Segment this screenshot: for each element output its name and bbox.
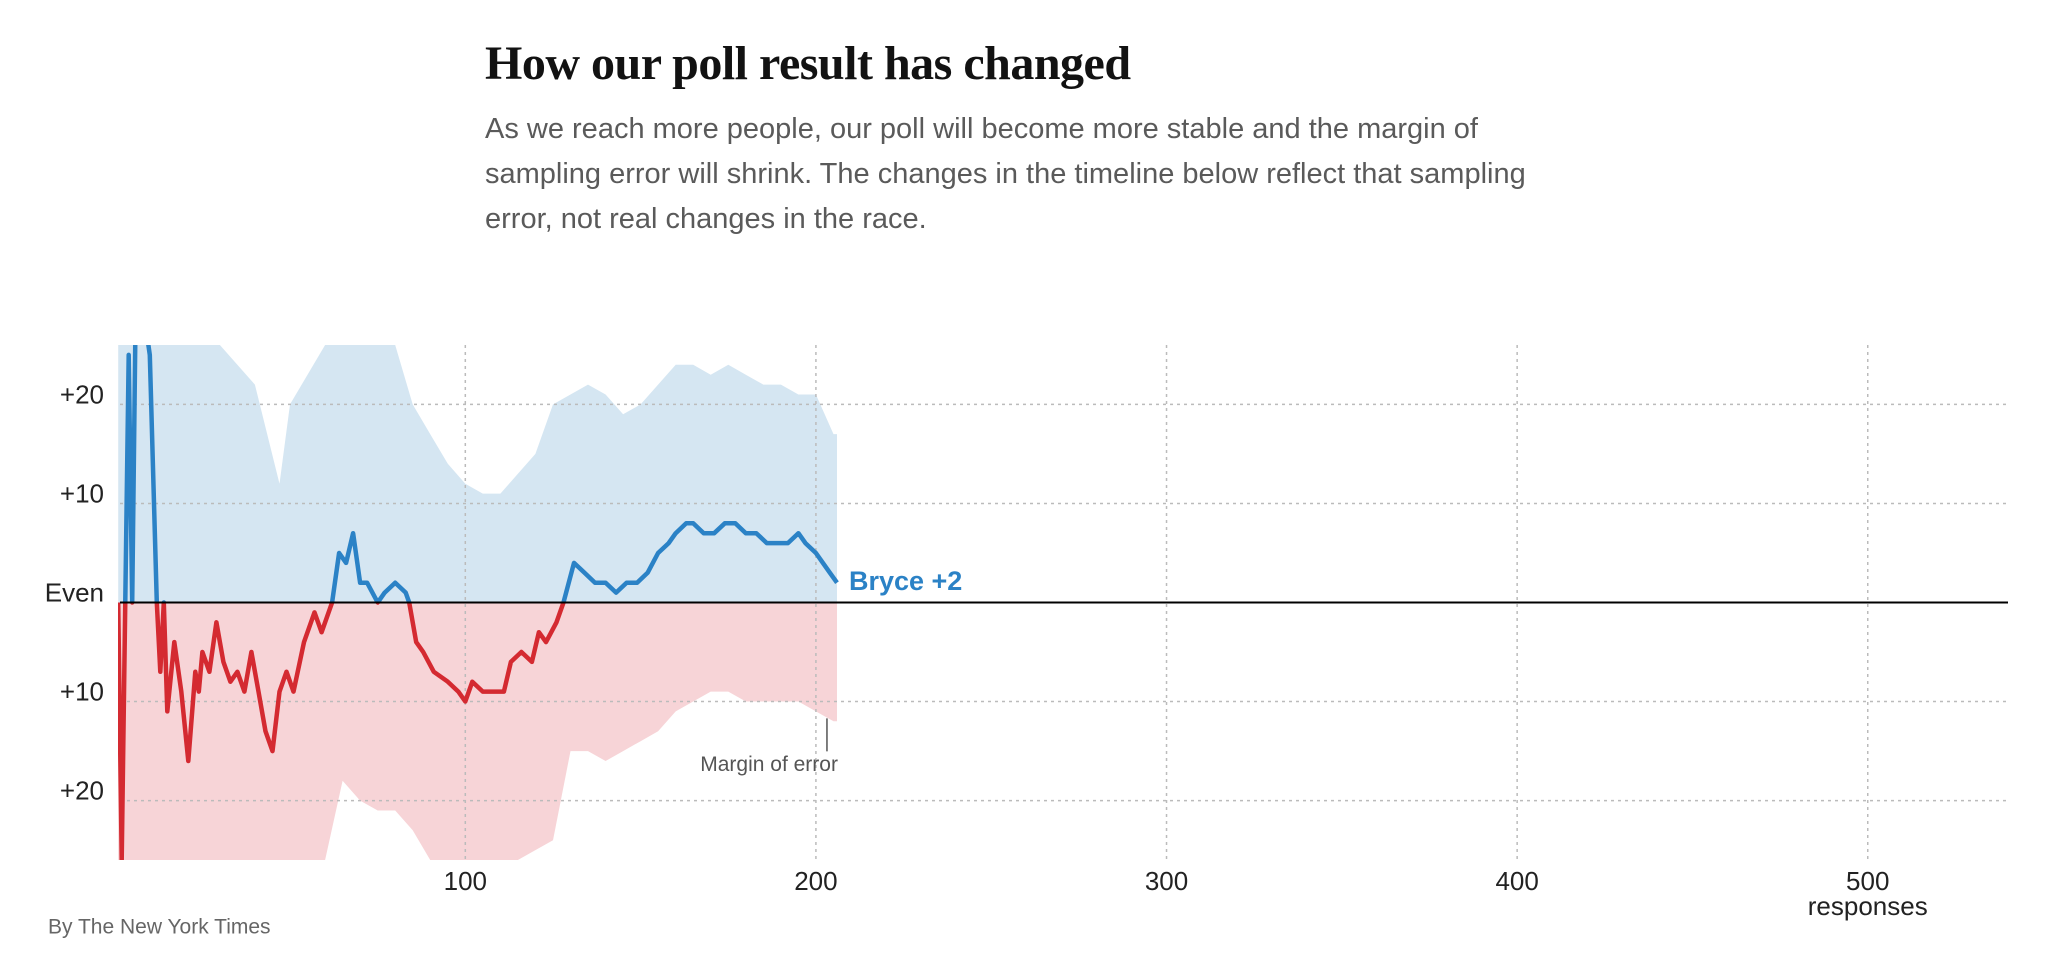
margin-band [118, 345, 837, 603]
y-tick-label: +20 [60, 775, 104, 805]
x-tick-label: 300 [1145, 866, 1188, 896]
x-tick-label: 400 [1495, 866, 1538, 896]
x-tick-label: 200 [794, 866, 837, 896]
text-layer: +20 +10 Even +10 +20 100 200 300 400 500responses… [45, 379, 2008, 939]
grid-layer [120, 345, 2008, 860]
end-label: Bryce +2 [849, 566, 962, 596]
y-tick-label: +20 [60, 379, 104, 409]
margin-line [118, 345, 839, 603]
annotation: Margin of error [700, 753, 838, 776]
x-axis-label: responses [1808, 891, 1928, 921]
header: How our poll result has changed As we re… [485, 36, 1595, 242]
chart-title: How our poll result has changed [485, 37, 1131, 90]
x-tick-label: 500 [1846, 866, 1889, 896]
line-below [118, 602, 566, 860]
source: By The New York Times [48, 916, 271, 939]
band-above [118, 345, 837, 603]
y-tick-label: +10 [60, 478, 104, 508]
y-tick-label: Even [45, 577, 104, 607]
line-above [118, 345, 839, 603]
line-layer [118, 345, 839, 860]
x-tick-label: 100 [444, 866, 487, 896]
margin-line [118, 602, 566, 860]
y-tick-label: +10 [60, 676, 104, 706]
chart-subtitle: As we reach more people, our poll will b… [485, 113, 1526, 235]
